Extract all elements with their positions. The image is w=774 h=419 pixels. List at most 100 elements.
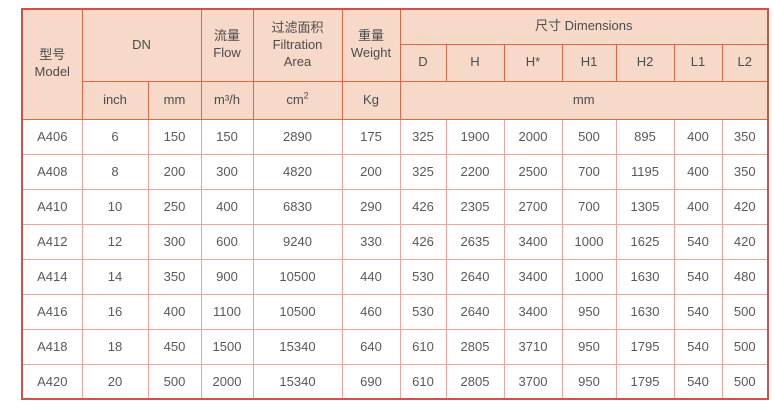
- filtration-label-en1: Filtration: [272, 36, 323, 52]
- table-row: A420 20 500 2000 15340 690 610 2805 3700…: [21, 363, 769, 400]
- dim-l2-cell: 350: [721, 118, 769, 155]
- col-header-flow: 流量 Flow: [200, 8, 254, 82]
- dim-h-cell: 1900: [445, 118, 505, 155]
- specification-table: 型号 Model DN 流量 Flow 过滤面积 Filtration Area…: [21, 8, 769, 400]
- dim-h1-cell: 950: [561, 293, 617, 330]
- col-header-d: D: [399, 43, 447, 82]
- filtration-label-en2: Area: [283, 53, 312, 69]
- dn-inch-cell: 8: [81, 153, 149, 190]
- table-row: A414 14 350 900 10500 440 530 2640 3400 …: [21, 258, 769, 295]
- table-body: A406 6 150 150 2890 175 325 1900 2000 50…: [21, 118, 769, 400]
- dim-h2-cell: 1630: [615, 293, 675, 330]
- unit-area-superscript: 2: [303, 90, 309, 101]
- dn-inch-cell: 12: [81, 223, 149, 260]
- dim-h1-cell: 700: [561, 188, 617, 225]
- dim-l2-cell: 500: [721, 363, 769, 400]
- dim-hstar-cell: 3400: [503, 293, 563, 330]
- table-row: A412 12 300 600 9240 330 426 2635 3400 1…: [21, 223, 769, 260]
- col-header-dimensions: 尺寸 Dimensions: [399, 8, 769, 45]
- dn-mm-cell: 150: [147, 118, 202, 155]
- dn-mm-cell: 250: [147, 188, 202, 225]
- model-cell: A412: [21, 223, 83, 260]
- dim-hstar-cell: 3400: [503, 258, 563, 295]
- dim-h2-cell: 1195: [615, 153, 675, 190]
- model-cell: A414: [21, 258, 83, 295]
- filtration-area-cell: 15340: [252, 363, 343, 400]
- dim-hstar-cell: 2700: [503, 188, 563, 225]
- col-header-h2: H2: [615, 43, 675, 82]
- dim-d-cell: 530: [399, 258, 447, 295]
- dn-mm-cell: 300: [147, 223, 202, 260]
- dim-hstar-cell: 3400: [503, 223, 563, 260]
- dim-l2-cell: 420: [721, 188, 769, 225]
- header-row-dimension-cols: D H H* H1 H2 L1 L2: [22, 43, 769, 82]
- dim-hstar-cell: 3710: [503, 328, 563, 365]
- weight-cell: 175: [341, 118, 401, 155]
- filtration-area-cell: 10500: [252, 293, 343, 330]
- dim-l1-cell: 400: [673, 188, 723, 225]
- header-row-units: inch mm m³/h cm2 Kg mm: [22, 80, 769, 120]
- weight-cell: 640: [341, 328, 401, 365]
- table-row: A416 16 400 1100 10500 460 530 2640 3400…: [21, 293, 769, 330]
- dim-h-cell: 2305: [445, 188, 505, 225]
- dim-d-cell: 426: [399, 188, 447, 225]
- dim-h2-cell: 1630: [615, 258, 675, 295]
- dim-h-cell: 2640: [445, 293, 505, 330]
- model-cell: A416: [21, 293, 83, 330]
- dn-inch-cell: 6: [81, 118, 149, 155]
- filtration-area-cell: 6830: [252, 188, 343, 225]
- dim-l1-cell: 540: [673, 328, 723, 365]
- dim-h2-cell: 1305: [615, 188, 675, 225]
- table-row: A406 6 150 150 2890 175 325 1900 2000 50…: [21, 118, 769, 155]
- dim-l1-cell: 540: [673, 363, 723, 400]
- flow-cell: 1500: [200, 328, 254, 365]
- dim-l2-cell: 350: [721, 153, 769, 190]
- dim-d-cell: 610: [399, 363, 447, 400]
- model-label-en: Model: [34, 64, 70, 80]
- model-cell: A410: [21, 188, 83, 225]
- dn-mm-cell: 400: [147, 293, 202, 330]
- dim-l1-cell: 540: [673, 223, 723, 260]
- dim-h-cell: 2805: [445, 328, 505, 365]
- dim-d-cell: 325: [399, 153, 447, 190]
- col-header-h1: H1: [561, 43, 617, 82]
- dim-l1-cell: 540: [673, 258, 723, 295]
- dim-hstar-cell: 2500: [503, 153, 563, 190]
- dim-l1-cell: 400: [673, 118, 723, 155]
- model-cell: A420: [21, 363, 83, 400]
- dim-l1-cell: 400: [673, 153, 723, 190]
- flow-cell: 150: [200, 118, 254, 155]
- filtration-area-cell: 9240: [252, 223, 343, 260]
- col-header-hstar: H*: [503, 43, 563, 82]
- filtration-area-cell: 10500: [252, 258, 343, 295]
- dim-d-cell: 426: [399, 223, 447, 260]
- weight-label-zh: 重量: [357, 28, 384, 44]
- dn-mm-cell: 450: [147, 328, 202, 365]
- dim-l2-cell: 480: [721, 258, 769, 295]
- flow-cell: 1100: [200, 293, 254, 330]
- dim-hstar-cell: 2000: [503, 118, 563, 155]
- weight-cell: 290: [341, 188, 401, 225]
- filtration-area-cell: 4820: [252, 153, 343, 190]
- table-header: 型号 Model DN 流量 Flow 过滤面积 Filtration Area…: [21, 8, 769, 120]
- unit-header-dimensions-mm: mm: [399, 80, 769, 120]
- flow-cell: 2000: [200, 363, 254, 400]
- dim-l1-cell: 540: [673, 293, 723, 330]
- weight-cell: 330: [341, 223, 401, 260]
- header-row-top: 型号 Model DN 流量 Flow 过滤面积 Filtration Area…: [21, 8, 769, 120]
- col-header-model: 型号 Model: [21, 8, 83, 120]
- model-label-zh: 型号: [39, 47, 66, 63]
- unit-header-mm: mm: [147, 80, 202, 120]
- unit-header-weight: Kg: [341, 80, 401, 120]
- unit-header-flow: m³/h: [200, 80, 254, 120]
- dim-h2-cell: 1625: [615, 223, 675, 260]
- weight-cell: 460: [341, 293, 401, 330]
- dim-h-cell: 2640: [445, 258, 505, 295]
- dim-h-cell: 2805: [445, 363, 505, 400]
- dim-l2-cell: 500: [721, 328, 769, 365]
- filtration-area-cell: 2890: [252, 118, 343, 155]
- dim-h1-cell: 950: [561, 363, 617, 400]
- weight-cell: 440: [341, 258, 401, 295]
- dn-inch-cell: 20: [81, 363, 149, 400]
- table-row: A410 10 250 400 6830 290 426 2305 2700 7…: [21, 188, 769, 225]
